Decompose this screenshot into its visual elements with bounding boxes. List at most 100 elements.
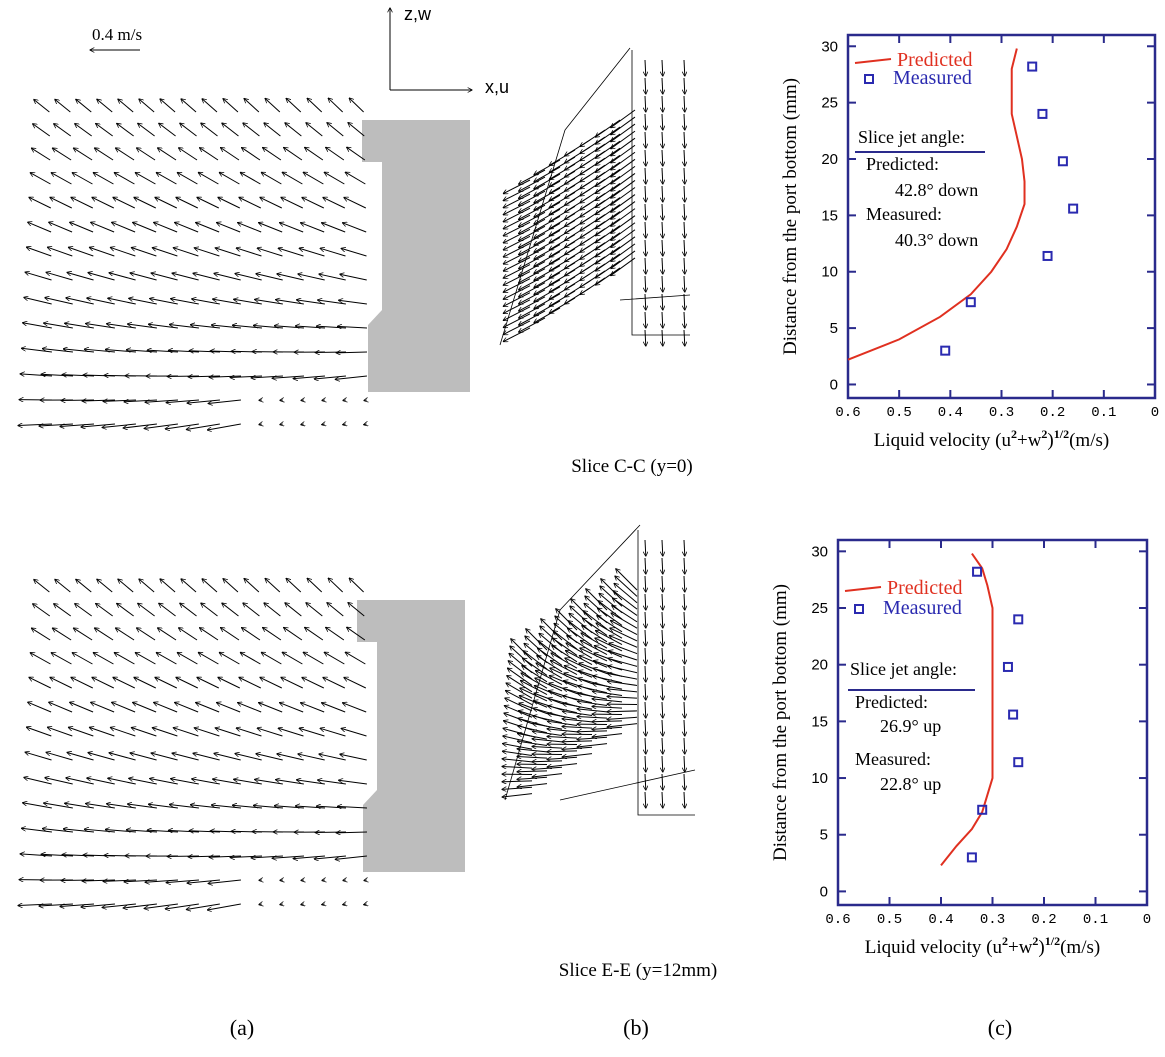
vector-arrow — [66, 298, 94, 305]
vector-arrow — [645, 647, 646, 664]
vector-arrow — [550, 668, 578, 682]
vector-arrow — [315, 832, 347, 833]
x-tick-label: 0.6 — [835, 405, 860, 421]
vector-arrow — [684, 773, 685, 790]
vector-arrow — [608, 658, 638, 667]
vector-arrow — [109, 753, 136, 761]
vector-arrow — [364, 400, 367, 401]
vector-arrow — [307, 578, 323, 593]
vector-arrow — [26, 247, 52, 257]
vector-arrow — [336, 832, 368, 833]
vector-arrow — [534, 300, 561, 316]
vector-arrow — [343, 880, 346, 881]
vector-arrow — [181, 99, 197, 113]
vector-arrow — [109, 273, 136, 281]
vector-arrow — [124, 880, 158, 882]
vector-arrow — [339, 300, 367, 305]
x-axis-label-part: (m/s) — [1069, 430, 1109, 451]
port-block — [357, 600, 465, 872]
vector-arrow — [322, 904, 325, 905]
vector-arrow — [34, 580, 50, 593]
vector-arrow — [166, 879, 200, 883]
vector-arrow — [600, 586, 623, 607]
vector-arrow — [194, 248, 220, 257]
vector-arrow — [511, 639, 533, 661]
slice-label: Slice C-C (y=0) — [571, 456, 693, 477]
vector-arrow — [39, 424, 74, 426]
vector-arrow — [284, 147, 303, 161]
vector-arrow — [503, 306, 531, 321]
vector-arrow — [72, 653, 93, 665]
vector-arrow — [235, 274, 262, 281]
vector-arrow — [65, 323, 94, 329]
vector-arrow — [198, 172, 219, 185]
vector-arrow — [166, 399, 200, 403]
vector-arrow — [261, 652, 282, 665]
panel-label: (b) — [623, 1015, 649, 1040]
vector-arrow — [645, 167, 646, 184]
vector-arrow — [645, 77, 646, 94]
vector-arrow — [255, 779, 283, 785]
vector-arrow — [251, 376, 284, 378]
vector-arrow — [611, 165, 636, 184]
vector-arrow — [318, 780, 346, 785]
vector-arrow — [504, 706, 533, 718]
vector-arrow — [503, 186, 531, 201]
measured-marker — [965, 297, 976, 308]
vector-arrow — [207, 423, 241, 430]
y-tick-label: 30 — [821, 38, 838, 55]
slice-outline — [499, 47, 696, 816]
vector-arrow — [519, 247, 546, 262]
vector-arrow — [503, 193, 531, 208]
vector-arrow — [92, 197, 115, 209]
vector-arrow — [47, 247, 73, 257]
vector-arrow — [519, 303, 546, 318]
vector-arrow — [595, 225, 621, 243]
vector-arrow — [562, 711, 593, 716]
vector-arrow — [293, 855, 325, 859]
vector-arrow — [519, 268, 546, 283]
vector-arrow — [609, 643, 638, 655]
vector-arrow — [522, 658, 548, 676]
vector-arrow — [115, 148, 135, 161]
vector-arrow — [112, 222, 136, 233]
vector-arrow — [684, 275, 685, 292]
vector-arrow — [614, 583, 638, 604]
vector-arrow — [534, 166, 561, 182]
vector-arrow — [156, 653, 177, 665]
vector-arrow — [52, 148, 72, 161]
vector-arrow — [611, 158, 636, 177]
vector-arrow — [276, 300, 304, 305]
x-axis-label-part: 2 — [1041, 427, 1047, 441]
vector-arrow — [60, 903, 95, 907]
vector-arrow — [532, 739, 563, 743]
vector-arrow — [684, 167, 685, 184]
annotation: 40.3° down — [895, 230, 978, 250]
vector-arrow — [124, 400, 158, 402]
vector-arrow — [583, 611, 608, 630]
vector-arrow — [137, 628, 156, 641]
vector-arrow — [221, 148, 240, 161]
vector-arrow — [261, 172, 282, 185]
vector-arrow — [181, 579, 197, 593]
vector-arrow — [200, 628, 219, 641]
vector-arrow — [684, 203, 685, 220]
vector-arrow — [214, 753, 241, 761]
vector-arrow — [547, 736, 578, 738]
vector-arrow — [155, 197, 178, 209]
x-tick-label: 0.2 — [1040, 405, 1065, 421]
vector-arrow — [47, 727, 73, 737]
vector-arrow — [577, 737, 608, 739]
vector-arrow — [518, 726, 548, 734]
vector-arrow — [364, 904, 367, 905]
measured-marker — [1013, 757, 1024, 768]
vector-arrow — [323, 197, 346, 209]
vector-arrow — [207, 903, 241, 910]
vector-arrow — [257, 728, 283, 737]
legend-label: Predicted — [887, 577, 963, 599]
vector-arrow — [645, 203, 646, 220]
vector-arrow — [55, 579, 71, 593]
vector-arrow — [662, 647, 663, 664]
x-tick-label: 0.4 — [938, 405, 963, 421]
vector-arrow — [134, 677, 157, 689]
